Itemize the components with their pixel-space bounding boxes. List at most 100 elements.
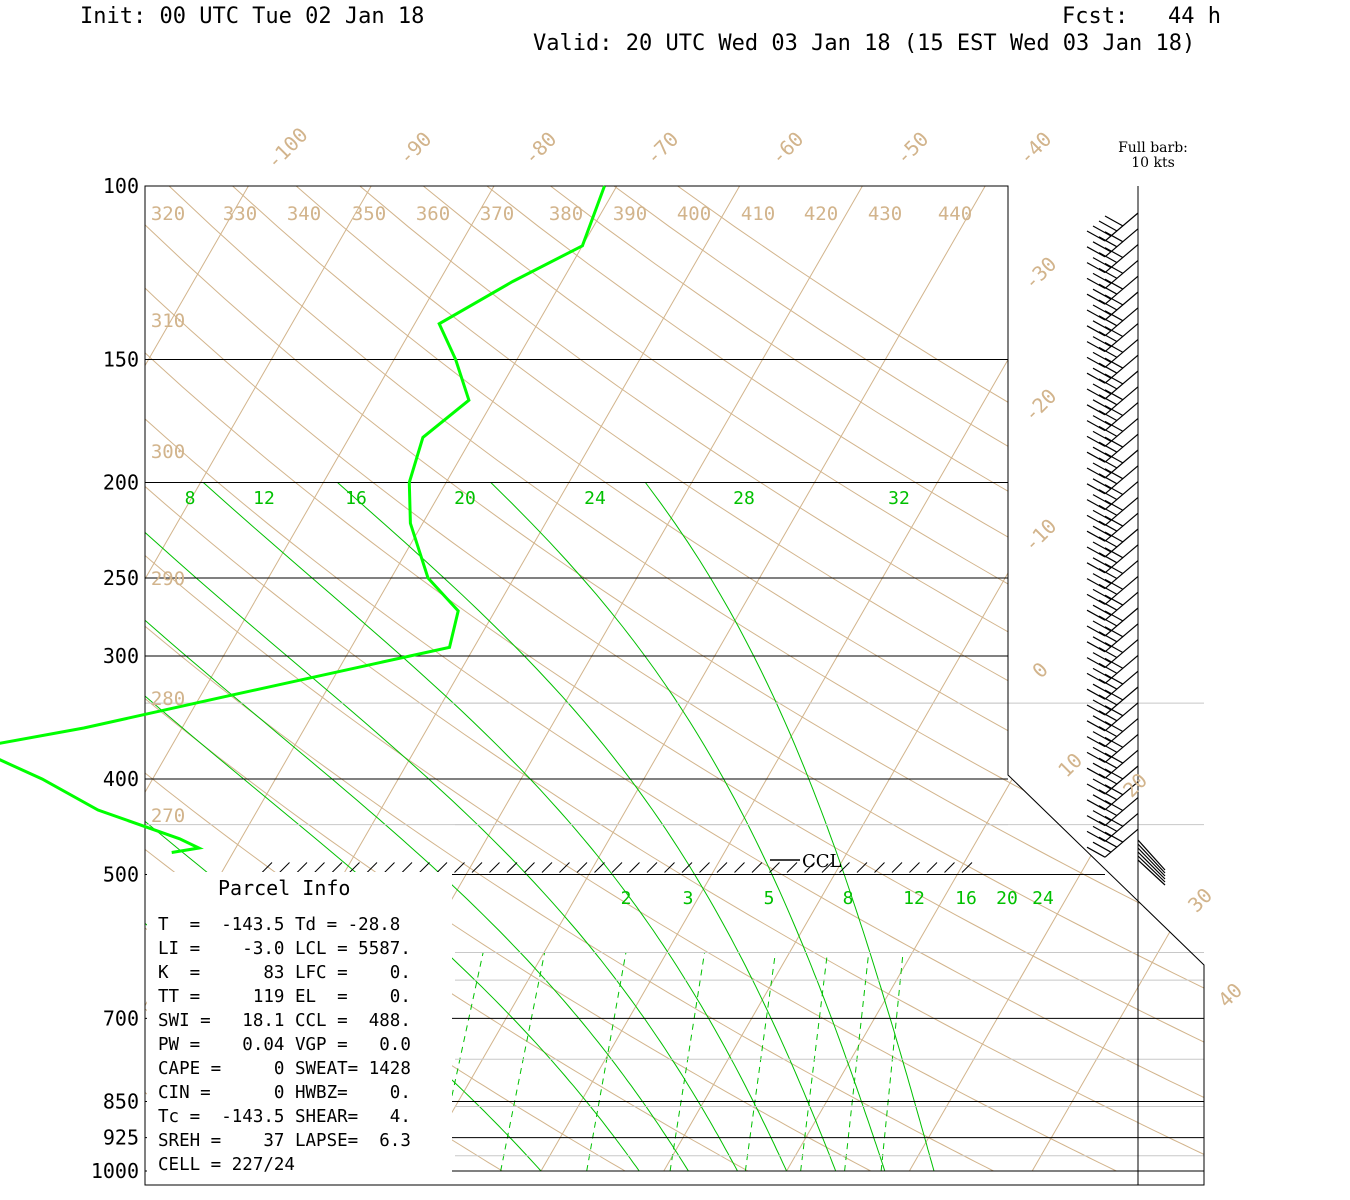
barb-feather (1086, 593, 1106, 605)
wind-barb (1086, 323, 1139, 353)
isotherm-label: -80 (519, 127, 562, 170)
barb-feather (1092, 588, 1112, 600)
pressure-label: 850 (103, 1089, 139, 1113)
dry-adiabat-line (295, 186, 1204, 1172)
mixing-ratio-label: 3 (683, 888, 694, 909)
barb-shaft (1137, 839, 1166, 871)
wind-barb (1086, 828, 1139, 858)
moist-adiabat-label: 28 (733, 488, 755, 509)
barb-feather (1086, 815, 1106, 827)
wind-barb (1086, 528, 1139, 558)
barb-feather (1104, 768, 1124, 780)
barb-shaft (1137, 847, 1166, 877)
ccl-label: CCL (802, 851, 842, 872)
barb-feather (1104, 578, 1124, 590)
barb-feather (1086, 609, 1106, 621)
wind-barb (1086, 607, 1139, 637)
hatch-mark (786, 862, 798, 873)
barb-feather (1098, 741, 1118, 753)
barb-feather (1098, 568, 1118, 580)
barb-feather (1092, 225, 1112, 237)
isotherm-line (540, 186, 1109, 1172)
mixing-ratio-label: 24 (1032, 888, 1054, 909)
barb-feather (1104, 547, 1124, 559)
wind-barb (1086, 702, 1139, 732)
barb-feather (1086, 325, 1106, 337)
barb-feather (1086, 846, 1106, 858)
barb-feather (1104, 736, 1124, 748)
theta-label: 290 (151, 568, 185, 590)
barb-feather (1104, 721, 1124, 733)
barb-feather (1092, 257, 1112, 269)
barb-feather (1086, 799, 1106, 811)
parcel-info-row: Tc = -143.5 SHEAR= 4. (158, 1107, 411, 1127)
wind-barb (1086, 481, 1139, 511)
temperature-trace (0, 185, 606, 854)
mixing-ratio-label: 16 (955, 888, 977, 909)
barb-feather (1092, 304, 1112, 316)
barb-feather (1092, 810, 1112, 822)
barb-feather (1086, 451, 1106, 463)
barb-feather (1086, 499, 1106, 511)
barb-feather (1092, 667, 1112, 679)
moist-adiabat-label: 20 (454, 488, 476, 509)
barb-feather (1098, 299, 1118, 311)
hatch-mark (891, 862, 903, 873)
wind-barb (1086, 670, 1139, 700)
theta-label: 400 (677, 203, 711, 225)
barb-feather (1104, 405, 1124, 417)
barb-feather (1086, 751, 1106, 763)
barb-feather (1098, 457, 1118, 469)
barb-feather (1104, 752, 1124, 764)
barb-feather (1098, 599, 1118, 611)
wind-barb (1086, 244, 1139, 274)
barb-feather (1086, 372, 1106, 384)
temperature-profile (0, 185, 606, 854)
moist-adiabat-label: 24 (584, 488, 606, 509)
barb-feather (1104, 389, 1124, 401)
theta-label: 430 (868, 203, 902, 225)
hatch-mark (839, 862, 850, 873)
parcel-info-box: Parcel Info T = -143.5 Td = -28.8 LI = -… (147, 872, 452, 1184)
barb-feather (1086, 277, 1106, 289)
isotherm-label: -100 (262, 123, 313, 174)
barb-feather (1092, 620, 1112, 632)
barb-feather (1098, 694, 1118, 706)
barb-feather (1104, 484, 1124, 496)
theta-label: 270 (151, 805, 185, 827)
moist-adiabat-label: 16 (345, 488, 367, 509)
barb-feather (1098, 647, 1118, 659)
hatch-mark (314, 862, 325, 873)
wind-barb (1137, 843, 1166, 874)
hatch-mark (576, 862, 588, 873)
barb-feather (1098, 236, 1118, 248)
barb-feather (1098, 615, 1118, 627)
isotherm-line (145, 186, 249, 1172)
hatch-mark (821, 862, 833, 873)
wind-barb (1086, 781, 1139, 811)
wind-barb (1086, 686, 1139, 716)
mixing-ratio-line (844, 952, 870, 1172)
moist-adiabat-line (644, 482, 935, 1172)
parcel-info-row: K = 83 LFC = 0. (158, 963, 411, 983)
barb-feather (1104, 531, 1124, 543)
parcel-info-row: TT = 119 EL = 0. (158, 987, 411, 1007)
isotherm-label: -40 (1014, 127, 1057, 170)
hatch-mark (734, 862, 745, 873)
moist-adiabat-label: 32 (888, 488, 910, 509)
hatch-mark (489, 862, 500, 873)
mixing-ratio-label: 5 (764, 888, 775, 909)
barb-shaft (1137, 859, 1166, 886)
hatch-mark (384, 862, 395, 873)
isotherm-label: -60 (766, 127, 809, 170)
barb-feather (1092, 699, 1112, 711)
isotherm-line (0, 186, 3, 1171)
hatch-mark (471, 862, 483, 873)
barb-feather (1098, 504, 1118, 516)
dry-adiabat-line (613, 186, 1204, 1172)
barb-feather (1098, 710, 1118, 722)
barb-feather (1092, 794, 1112, 806)
wind-barb (1086, 765, 1139, 795)
barb-shaft (1137, 855, 1166, 883)
